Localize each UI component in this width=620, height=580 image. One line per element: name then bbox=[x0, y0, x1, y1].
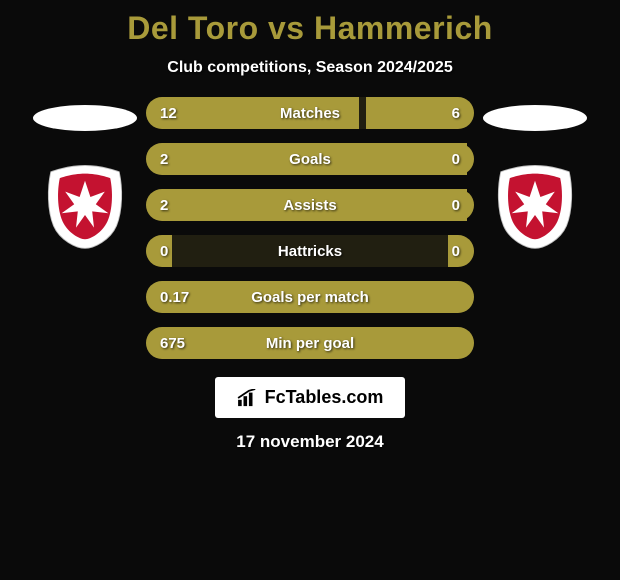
page-title: Del Toro vs Hammerich bbox=[127, 10, 493, 47]
stats-column: 12 Matches 6 2 Goals 0 2 Assists 0 0 Hattricks 0 0.1… bbox=[140, 97, 480, 359]
stat-label: Goals bbox=[289, 151, 331, 168]
stat-row: 675 Min per goal bbox=[146, 327, 474, 359]
brand-label: FcTables.com bbox=[265, 387, 384, 408]
stat-row: 0.17 Goals per match bbox=[146, 281, 474, 313]
value-right: 6 bbox=[452, 105, 460, 122]
shield-icon bbox=[40, 161, 130, 251]
value-right: 0 bbox=[452, 243, 460, 260]
chart-icon bbox=[237, 389, 259, 407]
avatar-placeholder-left bbox=[33, 105, 137, 131]
club-badge-right bbox=[490, 161, 580, 251]
player-left-col bbox=[30, 97, 140, 251]
value-left: 2 bbox=[160, 197, 168, 214]
brand-attribution: FcTables.com bbox=[215, 377, 406, 418]
main-row: 12 Matches 6 2 Goals 0 2 Assists 0 0 Hattricks 0 0.1… bbox=[0, 97, 620, 359]
stat-label: Matches bbox=[280, 105, 340, 122]
shield-icon bbox=[490, 161, 580, 251]
stat-label: Goals per match bbox=[251, 289, 369, 306]
date-label: 17 november 2024 bbox=[236, 432, 383, 452]
stat-label: Min per goal bbox=[266, 335, 354, 352]
value-right: 0 bbox=[452, 151, 460, 168]
stat-row: 0 Hattricks 0 bbox=[146, 235, 474, 267]
value-left: 12 bbox=[160, 105, 177, 122]
stat-label: Hattricks bbox=[278, 243, 342, 260]
stat-row: 2 Goals 0 bbox=[146, 143, 474, 175]
stat-row: 2 Assists 0 bbox=[146, 189, 474, 221]
player-right-col bbox=[480, 97, 590, 251]
subtitle: Club competitions, Season 2024/2025 bbox=[167, 59, 452, 77]
stat-label: Assists bbox=[283, 197, 336, 214]
value-right: 0 bbox=[452, 197, 460, 214]
value-left: 2 bbox=[160, 151, 168, 168]
club-badge-left bbox=[40, 161, 130, 251]
value-left: 0.17 bbox=[160, 289, 189, 306]
value-left: 0 bbox=[160, 243, 168, 260]
stat-row: 12 Matches 6 bbox=[146, 97, 474, 129]
value-left: 675 bbox=[160, 335, 185, 352]
avatar-placeholder-right bbox=[483, 105, 587, 131]
comparison-infographic: Del Toro vs Hammerich Club competitions,… bbox=[0, 0, 620, 452]
